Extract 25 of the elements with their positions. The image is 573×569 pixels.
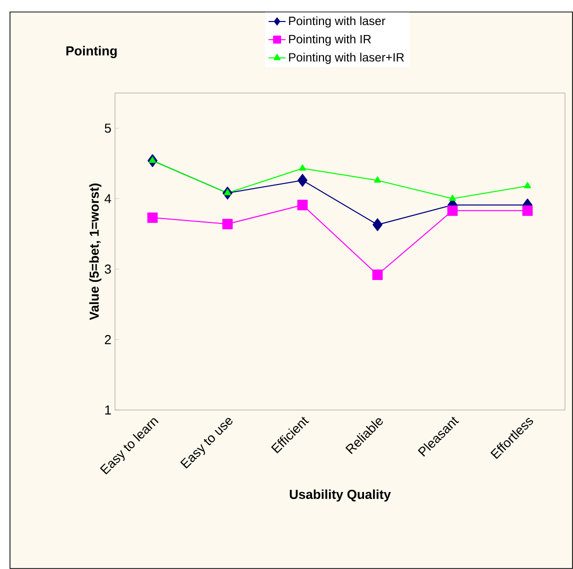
y-tick-label: 1 — [105, 406, 111, 414]
y-tick-label: 3 — [104, 264, 111, 274]
y-tick-label: 4 — [104, 194, 112, 204]
point — [372, 218, 382, 232]
y-tick-label: 2 — [104, 335, 111, 344]
point — [372, 270, 383, 280]
point — [222, 218, 233, 230]
y-tick-label: 5 — [104, 124, 111, 133]
y-axis-title: Value (5=bet, 1=worst) — [89, 184, 102, 320]
point — [448, 194, 456, 201]
point — [298, 164, 306, 171]
chart-title: Pointing — [66, 46, 117, 58]
point — [447, 205, 458, 216]
point — [297, 200, 308, 210]
point — [522, 205, 533, 216]
x-axis-title: Usability Quality — [290, 489, 391, 502]
point — [524, 182, 532, 188]
point — [224, 189, 232, 196]
legend-label: Pointing with laser — [289, 16, 386, 28]
point — [147, 212, 158, 223]
point — [148, 156, 156, 163]
point — [374, 176, 382, 183]
legend-label: Pointing with IR — [289, 34, 371, 46]
legend-label: Pointing with laser+IR — [289, 52, 404, 64]
point — [298, 174, 308, 187]
